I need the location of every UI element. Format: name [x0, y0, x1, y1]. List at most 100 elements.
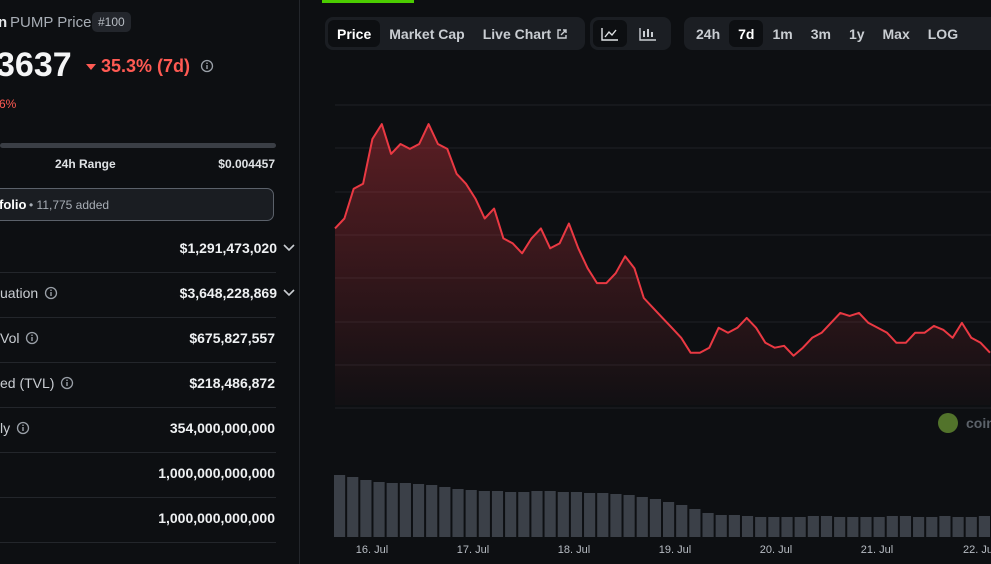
rank-badge: #100	[92, 12, 131, 32]
chevron[interactable]	[283, 244, 295, 252]
volume-bar	[978, 516, 990, 537]
sub-change: 6%	[0, 97, 17, 111]
stat-label-text: ly	[0, 420, 11, 436]
volume-bar	[426, 485, 438, 537]
range-high: $0.004457	[218, 157, 275, 171]
price-line	[334, 123, 991, 357]
volume-bar	[334, 475, 346, 537]
stat-value: $3,648,228,869	[180, 285, 295, 301]
volume-bar	[820, 516, 833, 537]
range-tab[interactable]: 1m	[763, 20, 801, 47]
line-chart-button[interactable]	[593, 20, 627, 47]
candle-chart-button[interactable]	[631, 20, 665, 47]
volume-bar	[676, 505, 688, 537]
info-icon[interactable]	[16, 421, 30, 435]
price-change: 35.3% (7d)	[101, 56, 191, 76]
volume-bar	[531, 491, 543, 537]
portfolio-label: folio	[0, 197, 27, 212]
stat-label: Vol	[0, 330, 39, 346]
stat-value-text: $218,486,872	[189, 375, 275, 391]
volume-bar	[649, 499, 661, 537]
volume-bar	[755, 517, 767, 537]
chart-tab[interactable]: Live Chart	[474, 20, 577, 47]
range-tab-label: 3m	[810, 25, 831, 42]
volume-bar	[728, 515, 740, 537]
stat-label: uation	[0, 285, 58, 301]
volume-bar	[452, 489, 464, 537]
volume-bar	[386, 483, 398, 537]
range-tab-label: Max	[882, 25, 910, 42]
price: 3637	[0, 46, 72, 84]
range-tab[interactable]: LOG	[919, 20, 967, 47]
info-icon[interactable]	[60, 376, 74, 390]
range-tab-label: 24h	[696, 25, 721, 42]
volume-bar	[926, 517, 938, 537]
info-icon[interactable]	[44, 286, 58, 300]
volume-bar	[636, 497, 648, 537]
volume-bar	[663, 502, 675, 537]
range-tab[interactable]: 24h	[687, 20, 729, 47]
volume-bar	[807, 516, 819, 537]
stat-label-text: ed (TVL)	[0, 375, 55, 391]
stat-value: $1,291,473,020	[180, 240, 295, 256]
portfolio-button[interactable]	[0, 188, 274, 221]
volume-bar	[360, 480, 372, 537]
volume-bar	[939, 516, 951, 537]
volume-bar	[741, 516, 754, 537]
volume-bar	[768, 517, 780, 537]
active-tab-underline	[322, 0, 414, 3]
x-tick-label: 19. Jul	[659, 544, 691, 556]
volume-bar	[715, 515, 727, 537]
stat-value: $218,486,872	[189, 375, 275, 391]
time-range-tabs: 24h 7d 1m 3m 1y Max LOG	[684, 17, 991, 50]
range-tab[interactable]: 3m	[802, 20, 840, 47]
range-tab[interactable]: 1y	[840, 20, 874, 47]
row-separator	[0, 542, 276, 543]
stat-label: ly	[0, 420, 30, 436]
volume-bar	[544, 491, 556, 537]
volume-bar	[399, 483, 411, 537]
watermark-logo	[938, 413, 958, 433]
x-tick-label: 16. Jul	[356, 544, 388, 556]
volume-bar	[465, 490, 477, 537]
x-tick-label: 21. Jul	[861, 544, 893, 556]
volume-bar	[913, 517, 925, 537]
chart-type-tabs: Price Market Cap Live Chart	[325, 17, 585, 50]
chevron[interactable]	[283, 289, 295, 297]
down-arrow	[86, 64, 96, 70]
row-separator	[0, 452, 276, 453]
row-separator	[0, 272, 276, 273]
range-tab[interactable]: Max	[874, 20, 919, 47]
row-separator	[0, 317, 276, 318]
coin-name: n	[0, 14, 7, 31]
volume-bar	[860, 517, 872, 537]
stat-label-text: uation	[0, 285, 39, 301]
volume-bar	[702, 513, 714, 537]
volume-bar	[439, 487, 451, 537]
stat-value-text: $675,827,557	[189, 330, 275, 346]
stat-value-text: 1,000,000,000,000	[158, 510, 275, 526]
volume-bar	[491, 491, 504, 537]
volume-bar	[899, 516, 912, 537]
volume-bar	[412, 484, 425, 537]
watermark: coin	[966, 415, 991, 431]
volume-bar	[610, 494, 622, 537]
x-tick-label: 20. Jul	[760, 544, 792, 556]
range-label: 24h Range	[55, 157, 116, 171]
info-icon[interactable]	[25, 331, 39, 345]
chart-tab[interactable]: Market Cap	[380, 20, 473, 47]
stat-value-text: $3,648,228,869	[179, 285, 277, 301]
coin-summary-panel: n PUMP Price #100 3637 35.3% (7d) 6% 24h…	[0, 0, 300, 564]
x-tick-label: 22. Ju	[963, 544, 991, 556]
stat-value-text: 1,000,000,000,000	[158, 465, 275, 481]
volume-bar	[847, 517, 859, 537]
chart-tab[interactable]: Price	[328, 20, 381, 47]
info-icon[interactable]	[200, 59, 214, 73]
stat-value-text: $1,291,473,020	[179, 240, 277, 256]
range-tab[interactable]: 7d	[729, 20, 764, 47]
volume-bar	[373, 482, 385, 537]
stat-value: 1,000,000,000,000	[158, 510, 275, 526]
coin-title: PUMP Price	[10, 14, 92, 31]
